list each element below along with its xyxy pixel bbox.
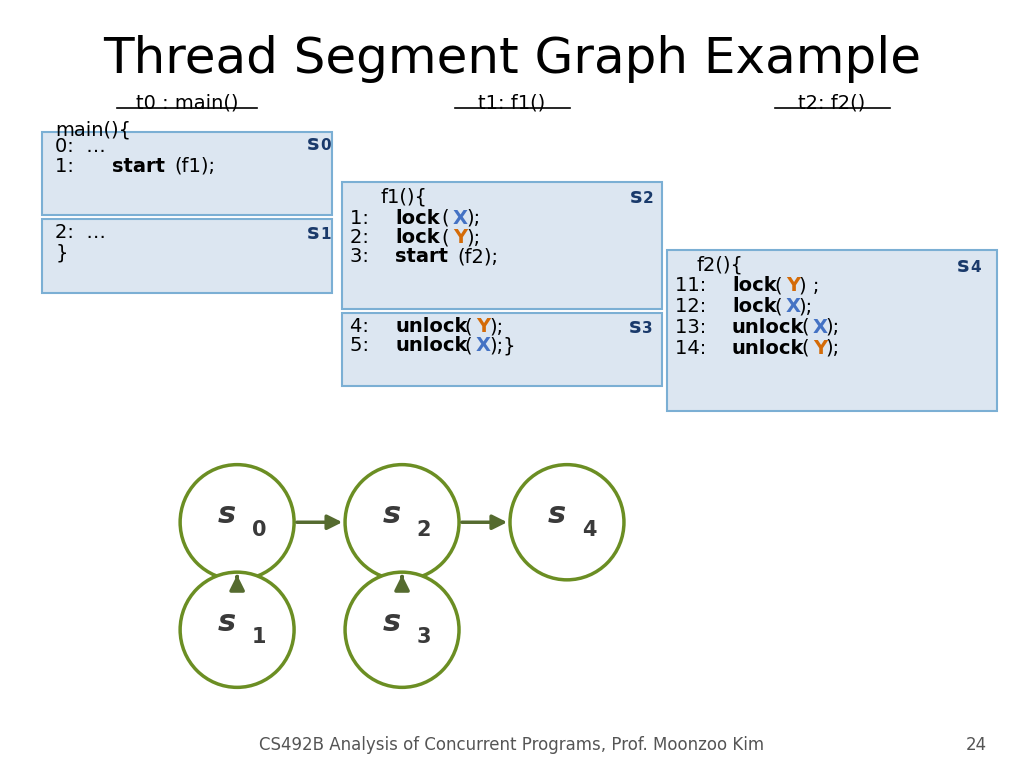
Text: unlock: unlock [395, 336, 467, 356]
Text: (: ( [441, 228, 449, 247]
Text: (: ( [464, 336, 471, 356]
Text: 2:  …: 2: … [55, 223, 106, 242]
Text: 1:: 1: [350, 209, 381, 228]
Text: (: ( [441, 209, 449, 228]
Text: );: ); [826, 339, 840, 358]
Text: X: X [476, 336, 492, 356]
Text: 4: 4 [970, 260, 980, 275]
Text: X: X [453, 209, 468, 228]
Text: (: ( [774, 276, 781, 296]
Text: 24: 24 [966, 737, 987, 754]
Text: s: s [956, 256, 970, 276]
Text: unlock: unlock [732, 318, 804, 337]
Ellipse shape [345, 572, 459, 687]
Text: lock: lock [395, 228, 439, 247]
Text: s: s [548, 500, 566, 529]
Text: (: ( [801, 339, 808, 358]
Text: 5:: 5: [350, 336, 382, 356]
Text: 2:: 2: [350, 228, 381, 247]
Text: X: X [813, 318, 827, 337]
Text: 1: 1 [252, 627, 266, 647]
Text: 0: 0 [252, 520, 266, 540]
Text: X: X [785, 297, 801, 316]
Text: );: ); [489, 317, 503, 336]
Text: Y: Y [785, 276, 800, 296]
FancyBboxPatch shape [42, 219, 332, 293]
Text: 2: 2 [417, 520, 431, 540]
Text: s: s [629, 317, 641, 337]
Text: 11:: 11: [675, 276, 719, 296]
Text: );: ); [466, 228, 480, 247]
Text: Y: Y [453, 228, 467, 247]
Text: main(){: main(){ [55, 121, 131, 140]
Text: s: s [383, 500, 401, 529]
Text: Y: Y [476, 317, 490, 336]
Text: unlock: unlock [732, 339, 804, 358]
Text: (f2);: (f2); [457, 247, 498, 266]
Text: f2(){: f2(){ [697, 256, 743, 275]
Ellipse shape [180, 572, 294, 687]
Text: s: s [630, 187, 642, 207]
Text: 0: 0 [321, 138, 331, 154]
Text: start: start [113, 157, 165, 176]
Ellipse shape [345, 465, 459, 580]
FancyBboxPatch shape [342, 313, 662, 386]
Text: (: ( [464, 317, 471, 336]
FancyBboxPatch shape [342, 182, 662, 309]
Text: );: ); [799, 297, 813, 316]
Text: s: s [218, 607, 237, 637]
Ellipse shape [510, 465, 624, 580]
Text: t0 : main(): t0 : main() [136, 94, 239, 113]
Text: );: ); [466, 209, 480, 228]
Text: (f1);: (f1); [174, 157, 215, 176]
Text: 3:: 3: [350, 247, 381, 266]
Text: 2: 2 [643, 191, 653, 207]
FancyBboxPatch shape [42, 132, 332, 215]
Text: 12:: 12: [675, 297, 719, 316]
Text: 14:: 14: [675, 339, 719, 358]
Text: lock: lock [732, 297, 776, 316]
Text: (: ( [801, 318, 808, 337]
Text: 13:: 13: [675, 318, 719, 337]
Text: 1:: 1: [55, 157, 87, 176]
Text: start: start [395, 247, 449, 266]
Text: 1: 1 [321, 227, 331, 242]
Text: Thread Segment Graph Example: Thread Segment Graph Example [103, 35, 921, 83]
Text: t1: f1(): t1: f1() [478, 94, 546, 113]
Text: lock: lock [395, 209, 439, 228]
Text: 4: 4 [582, 520, 596, 540]
Text: );: ); [826, 318, 840, 337]
Text: 4:: 4: [350, 317, 381, 336]
Text: ) ;: ) ; [799, 276, 819, 296]
FancyBboxPatch shape [667, 250, 996, 411]
Text: t2: f2(): t2: f2() [799, 94, 865, 113]
Text: }: } [55, 243, 68, 263]
Text: s: s [218, 500, 237, 529]
Text: unlock: unlock [395, 317, 467, 336]
Text: s: s [383, 607, 401, 637]
Text: );}: );} [489, 336, 516, 356]
Text: CS492B Analysis of Concurrent Programs, Prof. Moonzoo Kim: CS492B Analysis of Concurrent Programs, … [259, 737, 765, 754]
Text: 3: 3 [417, 627, 431, 647]
Text: 0:  …: 0: … [55, 137, 105, 156]
Ellipse shape [180, 465, 294, 580]
Text: s: s [307, 134, 319, 154]
Text: Y: Y [813, 339, 827, 358]
Text: (: ( [774, 297, 781, 316]
Text: s: s [307, 223, 319, 243]
Text: f1(){: f1(){ [380, 187, 427, 207]
Text: lock: lock [732, 276, 776, 296]
Text: 3: 3 [642, 321, 652, 336]
